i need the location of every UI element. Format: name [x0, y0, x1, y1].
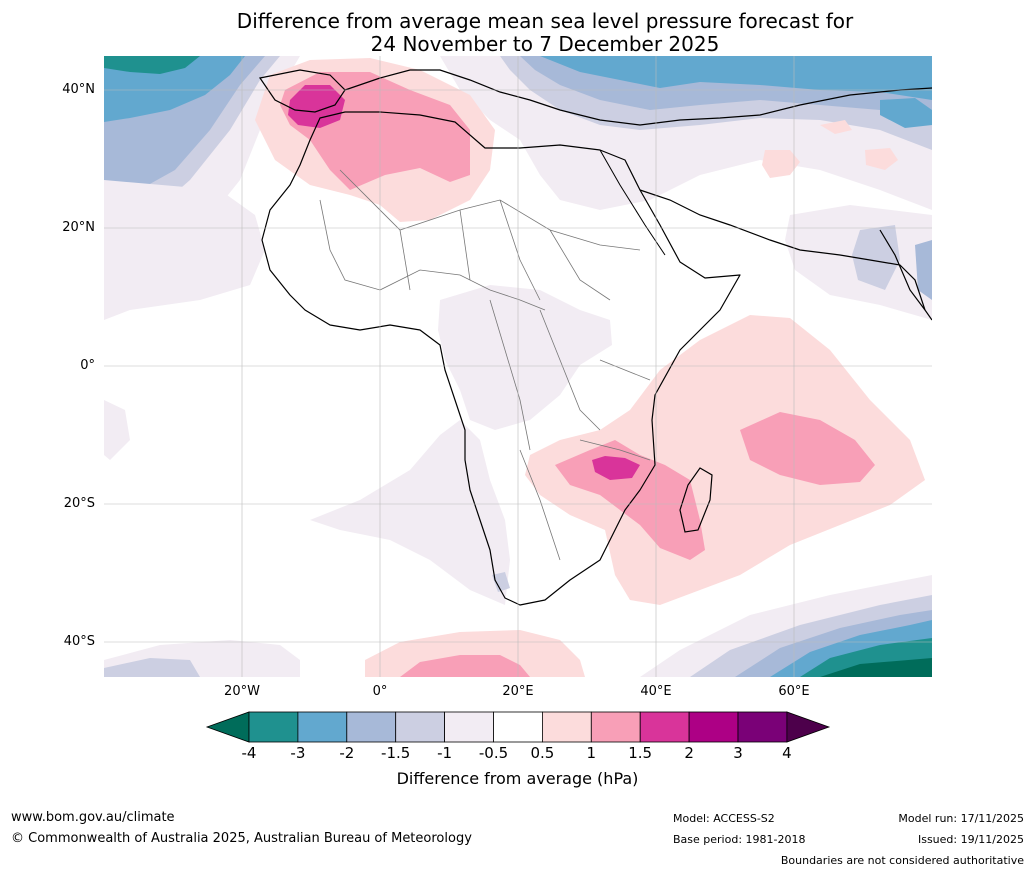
gridlines: [104, 56, 932, 677]
contour-pos-1_5-morocco: [288, 85, 345, 128]
contour-pos-1-southernocean: [400, 655, 530, 677]
colorbar-tick-label: -1.5: [381, 744, 411, 762]
colorbar-swatch: [493, 711, 543, 743]
contour-pos-0_5-southernafrica: [525, 315, 925, 605]
title-line-1: Difference from average mean sea level p…: [236, 9, 854, 33]
madagascar-coastline: [679, 467, 713, 533]
arabia-coastline: [639, 189, 926, 311]
contour-neg-0_5-centralafrica: [438, 285, 612, 430]
colorbar-extend-high: [786, 711, 831, 743]
colorbar-label: Difference from average (hPa): [396, 769, 639, 788]
colorbar-tick-label: 0.5: [530, 744, 555, 762]
contour-neg-1_5-arabiansea: [915, 240, 932, 300]
colorbar-swatch: [248, 711, 299, 743]
iberia-coastline: [258, 69, 346, 113]
contour-neg-0_5-gulfguinea: [104, 400, 130, 460]
contour-pos-0_5-caspian: [820, 120, 852, 134]
india-coastline: [879, 229, 932, 321]
footer-copyright: © Commonwealth of Australia 2025, Austra…: [11, 831, 472, 846]
footer-disclaimer: Boundaries are not considered authoritat…: [780, 854, 1024, 867]
colorbar-swatch: [737, 711, 788, 743]
colorbar-tick-label: -2: [339, 744, 355, 762]
map-title: Difference from average mean sea level p…: [130, 10, 960, 56]
colorbar-tick-label: 1: [586, 744, 597, 762]
country-borders: [319, 169, 651, 561]
footer-model-run: Model run: 17/11/2025: [898, 812, 1024, 825]
footer-website[interactable]: www.bom.gov.au/climate: [11, 810, 175, 825]
contour-pos-0_5-arabia: [762, 150, 800, 178]
lat-label-40s: 40°S: [63, 634, 95, 649]
contour-pos-1-southindian: [740, 412, 875, 485]
colorbar-swatch: [590, 711, 641, 743]
contour-neg-1-southernocean-west: [104, 658, 200, 677]
lat-label-40n: 40°N: [62, 82, 95, 97]
colorbar-swatch: [297, 711, 348, 743]
colorbar-tick-label: -0.5: [478, 744, 509, 762]
colorbar-tick-label: 2: [684, 744, 694, 762]
europe-coastline: [344, 69, 932, 126]
contour-neg-1-eastindian: [852, 225, 900, 290]
contour-neg-2-europe: [540, 56, 932, 100]
anomaly-field: [104, 56, 932, 677]
lat-label-20s: 20°S: [63, 496, 95, 511]
colorbar-tick-label: 1.5: [628, 744, 653, 762]
footer-base-period: Base period: 1981-2018: [673, 833, 806, 846]
lat-label-equator: 0°: [80, 358, 95, 373]
contour-neg-2-caspian: [880, 98, 932, 128]
title-line-2: 24 November to 7 December 2025: [370, 32, 720, 56]
contour-neg-1-capewest: [492, 572, 510, 592]
colorbar-tick-label: 3: [733, 744, 743, 762]
contour-pos-0_5-iran: [865, 148, 898, 170]
colorbar-swatch: [542, 711, 592, 743]
contour-pos-1-mozambique: [555, 440, 705, 560]
colorbar-swatch: [346, 711, 397, 743]
lon-label-40e: 40°E: [640, 684, 672, 699]
contour-pos-1_5-zambia: [592, 456, 640, 480]
colorbar: [205, 711, 831, 743]
footer-model: Model: ACCESS-S2: [673, 812, 775, 825]
lon-label-0: 0°: [372, 684, 388, 699]
contour-neg-0_5-westafrica: [104, 180, 265, 320]
colorbar-tick-label: 4: [782, 744, 792, 762]
contour-neg-3-northwest: [104, 56, 200, 74]
red-sea-coastline: [599, 149, 666, 256]
lat-label-20n: 20°N: [62, 220, 95, 235]
colorbar-tick-label: -3: [290, 744, 306, 762]
footer-issued: Issued: 19/11/2025: [917, 833, 1024, 846]
colorbar-tick-label: -1: [437, 744, 453, 762]
colorbar-swatch: [688, 711, 739, 743]
colorbar-extend-low: [205, 711, 250, 743]
colorbar-tick-label: -4: [241, 744, 257, 762]
contour-neg-0_5-southatlantic: [310, 420, 510, 605]
lon-label-20e: 20°E: [502, 684, 534, 699]
contour-neg-4-southernocean-east: [820, 658, 932, 677]
africa-coastline: [261, 111, 741, 606]
lon-label-20w: 20°W: [224, 684, 260, 699]
lon-label-60e: 60°E: [778, 684, 810, 699]
colorbar-swatch: [639, 711, 690, 743]
colorbar-swatch: [395, 711, 446, 743]
colorbar-swatch: [444, 711, 494, 743]
